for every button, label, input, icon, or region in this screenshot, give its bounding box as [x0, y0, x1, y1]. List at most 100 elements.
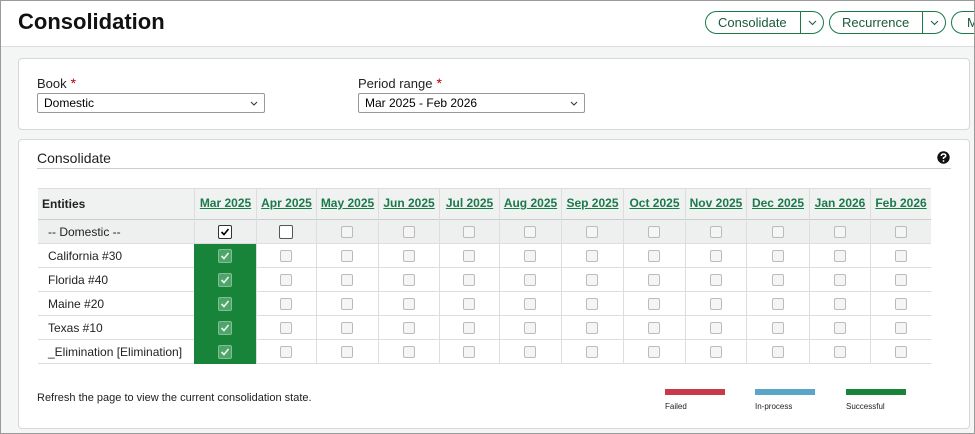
table-row — [38, 292, 931, 316]
checkbox-disabled — [894, 274, 907, 286]
month-header[interactable]: Nov 2025 — [685, 188, 746, 220]
checkbox-disabled — [402, 346, 415, 358]
cell-border — [439, 244, 440, 268]
cell-border — [256, 340, 257, 364]
cell-border — [685, 340, 686, 364]
checkbox-disabled — [833, 226, 846, 238]
checkbox-disabled — [280, 298, 292, 310]
cell-border — [378, 220, 379, 244]
checkbox-checked — [218, 249, 232, 263]
month-header[interactable]: Apr 2025 — [256, 188, 316, 220]
table-row — [38, 220, 931, 244]
checkbox-disabled — [709, 226, 722, 238]
checkbox-checked — [218, 297, 232, 311]
select-value: Domestic — [44, 96, 95, 110]
checkbox-disabled — [709, 250, 722, 262]
checkbox-checked — [218, 273, 232, 287]
checkbox-disabled — [402, 226, 415, 238]
checkbox-disabled — [586, 226, 598, 238]
cell-border — [623, 340, 624, 364]
cell-border — [746, 244, 747, 268]
cell-border — [378, 292, 379, 316]
checkbox-disabled — [833, 274, 846, 286]
book-select[interactable]: Domestic — [37, 93, 265, 113]
cell-border — [870, 340, 871, 364]
section-title: Consolidate — [37, 150, 111, 166]
month-header[interactable]: Feb 2026 — [870, 188, 931, 220]
cell-border — [256, 268, 257, 292]
checkbox-disabled — [586, 274, 598, 286]
cell-border — [685, 220, 686, 244]
checkbox-checked — [218, 345, 232, 359]
month-header[interactable]: May 2025 — [316, 188, 378, 220]
cell-border — [870, 244, 871, 268]
divider — [37, 168, 951, 169]
cell-border — [623, 316, 624, 340]
dropdown-toggle[interactable] — [800, 12, 823, 33]
checkbox[interactable] — [279, 225, 293, 239]
filter-panel — [18, 58, 970, 130]
checkbox-disabled — [709, 298, 722, 310]
checkbox-disabled — [586, 346, 598, 358]
required-mark: * — [70, 75, 77, 91]
checkbox-disabled — [894, 346, 907, 358]
checkbox-disabled — [524, 226, 536, 238]
month-header[interactable]: Dec 2025 — [746, 188, 809, 220]
label-text: Period range — [358, 76, 433, 91]
checkbox-disabled — [833, 346, 846, 358]
required-mark: * — [436, 75, 442, 91]
cell-border — [439, 340, 440, 364]
more-button[interactable]: M — [951, 11, 974, 34]
month-header[interactable]: Jan 2026 — [809, 188, 870, 220]
dropdown-toggle[interactable] — [922, 12, 945, 33]
help-icon[interactable] — [937, 151, 950, 164]
cell-border — [746, 340, 747, 364]
month-header[interactable]: Sep 2025 — [561, 188, 623, 220]
month-header[interactable]: Jun 2025 — [378, 188, 439, 220]
cell-border — [809, 244, 810, 268]
checkbox-disabled — [648, 226, 660, 238]
button-label[interactable]: Recurrence — [842, 15, 910, 30]
cell-border — [256, 316, 257, 340]
cell-border — [316, 268, 317, 292]
checkbox-disabled — [402, 250, 415, 262]
month-header[interactable]: Mar 2025 — [194, 188, 256, 220]
checkbox-checked[interactable] — [218, 225, 232, 239]
legend-label: In-process — [755, 402, 793, 411]
cell-border — [439, 220, 440, 244]
checkbox-disabled — [586, 322, 598, 334]
checkbox-disabled — [771, 346, 784, 358]
checkbox-disabled — [833, 250, 846, 262]
button-label[interactable]: Consolidate — [718, 15, 787, 30]
consolidate-button[interactable]: Consolidate — [705, 11, 824, 34]
button-label[interactable]: M — [952, 15, 974, 30]
book-label: Book * — [37, 75, 76, 91]
recurrence-button[interactable]: Recurrence — [829, 11, 946, 34]
checkbox-disabled — [402, 274, 415, 286]
cell-border — [685, 292, 686, 316]
month-header[interactable]: Jul 2025 — [439, 188, 499, 220]
period-select[interactable]: Mar 2025 - Feb 2026 — [358, 93, 585, 113]
month-header[interactable]: Aug 2025 — [499, 188, 561, 220]
cell-border — [746, 220, 747, 244]
cell-border — [561, 316, 562, 340]
checkbox-disabled — [524, 274, 536, 286]
cell-border — [623, 268, 624, 292]
entity-name: Florida #40 — [48, 273, 109, 287]
cell-border — [256, 244, 257, 268]
checkbox-disabled — [833, 298, 846, 310]
checkbox-disabled — [463, 346, 475, 358]
month-header[interactable]: Oct 2025 — [623, 188, 685, 220]
checkbox-disabled — [280, 322, 292, 334]
checkbox-disabled — [402, 298, 415, 310]
checkbox-disabled — [341, 298, 353, 310]
checkbox-disabled — [463, 298, 475, 310]
cell-border — [561, 340, 562, 364]
cell-border — [194, 220, 195, 244]
refresh-note: Refresh the page to view the current con… — [37, 392, 312, 404]
checkbox-disabled — [648, 322, 660, 334]
checkbox-disabled — [586, 250, 598, 262]
checkbox-disabled — [524, 298, 536, 310]
table-row — [38, 316, 931, 340]
checkbox-disabled — [402, 322, 415, 334]
